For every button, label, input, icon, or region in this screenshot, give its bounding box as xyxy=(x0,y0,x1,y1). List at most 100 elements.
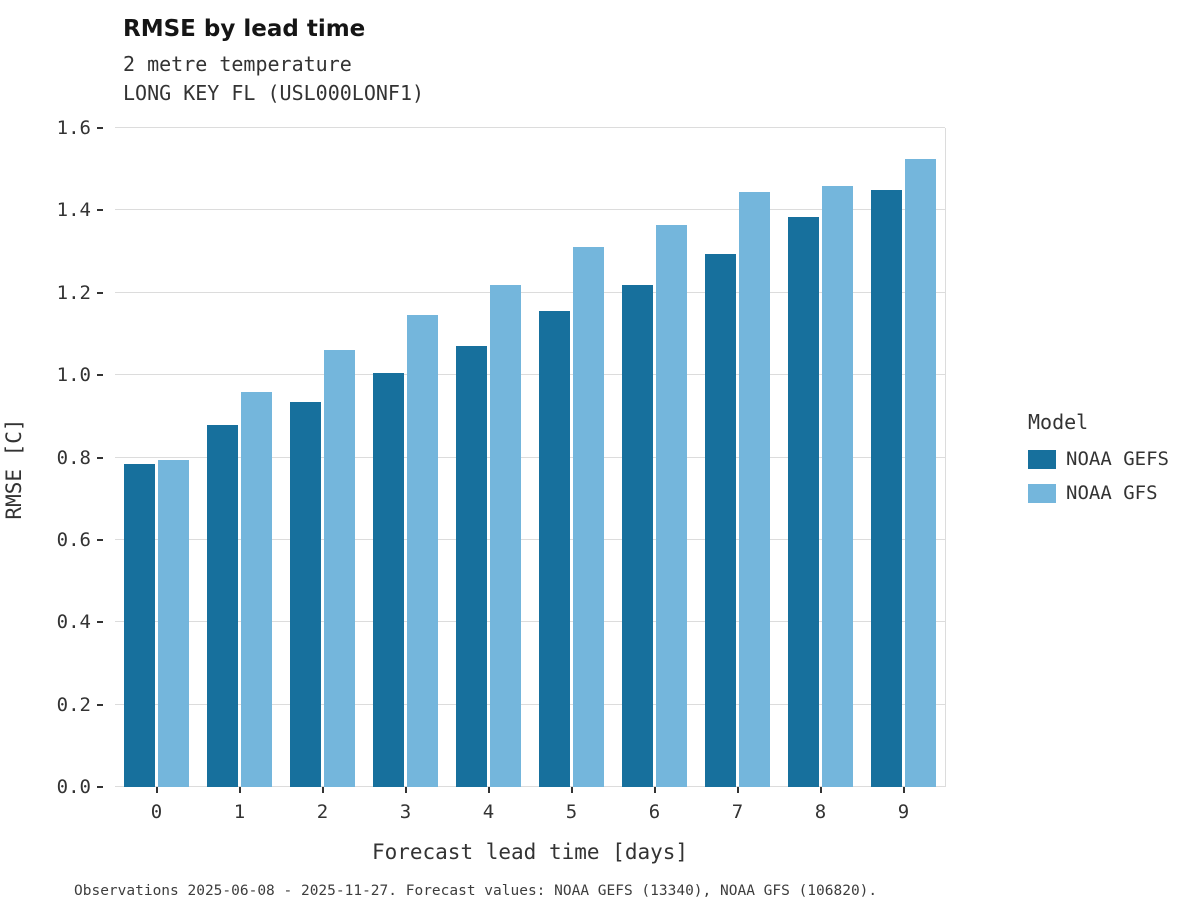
bar-group xyxy=(447,128,530,787)
x-tick-mark xyxy=(487,787,490,793)
x-tick-mark xyxy=(155,787,158,793)
y-tick-mark xyxy=(97,621,103,624)
gridline xyxy=(115,621,945,623)
bar-noaa-gfs xyxy=(656,224,687,787)
y-tick-mark xyxy=(97,127,103,129)
bar-noaa-gfs xyxy=(241,391,272,787)
y-tick-mark xyxy=(97,291,103,294)
legend-entry: NOAA GFS xyxy=(1028,482,1169,504)
gridline xyxy=(115,291,945,293)
y-tick-mark xyxy=(97,456,103,459)
y-tick-mark xyxy=(97,786,103,788)
gridline xyxy=(115,786,945,787)
x-tick-label: 7 xyxy=(731,801,744,823)
bar-noaa-gfs xyxy=(905,158,936,787)
x-tick-mark xyxy=(238,787,241,793)
footer-caption: Observations 2025-06-08 - 2025-11-27. Fo… xyxy=(74,883,878,899)
bar-noaa-gefs xyxy=(124,463,155,787)
x-tick-mark xyxy=(321,787,324,793)
bar-noaa-gfs xyxy=(324,350,355,787)
y-axis-tick-labels: 0.0 0.2 0.4 0.6 0.8 1.0 1.2 1.4 1.6 xyxy=(0,117,103,798)
gridline xyxy=(115,456,945,458)
x-tick-label: 2 xyxy=(316,801,329,823)
x-tick-cell: 8 xyxy=(779,787,862,823)
bar-group xyxy=(862,128,945,787)
bar-noaa-gefs xyxy=(373,373,404,787)
y-tick-mark xyxy=(97,209,103,212)
x-tick-cell: 7 xyxy=(696,787,779,823)
bar-group xyxy=(198,128,281,787)
y-tick-label: 1.6 xyxy=(56,117,91,139)
bar-noaa-gefs xyxy=(705,253,736,787)
chart-title: RMSE by lead time xyxy=(123,16,366,42)
x-tick-cell: 4 xyxy=(447,787,530,823)
bar-group xyxy=(696,128,779,787)
bar-noaa-gfs xyxy=(739,191,770,787)
y-tick-label: 1.0 xyxy=(56,364,91,387)
bar-noaa-gfs xyxy=(407,315,438,787)
x-tick-mark xyxy=(404,787,407,793)
y-tick-mark xyxy=(97,538,103,541)
y-tick-mark xyxy=(97,703,103,706)
y-tick-label: 1.4 xyxy=(56,199,91,222)
bar-noaa-gfs xyxy=(158,459,189,787)
x-tick-cell: 0 xyxy=(115,787,198,823)
legend-swatch xyxy=(1028,449,1056,469)
x-tick-label: 6 xyxy=(648,801,661,823)
chart-subtitle: 2 metre temperature xyxy=(123,51,352,76)
gridline xyxy=(115,209,945,211)
x-axis-tick-labels: 0 1 2 3 4 5 6 7 8 9 xyxy=(115,787,945,823)
legend-label: NOAA GFS xyxy=(1066,482,1158,504)
bar-noaa-gefs xyxy=(788,216,819,787)
y-tick-label: 0.2 xyxy=(56,693,91,716)
bar-noaa-gfs xyxy=(822,185,853,787)
y-tick-label: 0.8 xyxy=(56,446,91,469)
gridline xyxy=(115,127,945,128)
legend: Model NOAA GEFS NOAA GFS xyxy=(1028,410,1169,516)
x-tick-cell: 9 xyxy=(862,787,945,823)
legend-title: Model xyxy=(1028,410,1089,434)
bar-group xyxy=(281,128,364,787)
y-tick-label: 1.2 xyxy=(56,281,91,304)
legend-label: NOAA GEFS xyxy=(1066,448,1169,470)
x-tick-label: 1 xyxy=(233,801,246,823)
bar-noaa-gefs xyxy=(456,346,487,787)
title-block: RMSE by lead time 2 metre temperature LO… xyxy=(123,16,424,108)
y-tick-mark xyxy=(97,374,103,377)
bar-group xyxy=(364,128,447,787)
x-tick-mark xyxy=(736,787,739,793)
y-axis-label: RMSE [C] xyxy=(2,418,26,520)
legend-entries: NOAA GEFS NOAA GFS xyxy=(1028,448,1169,504)
bar-group xyxy=(115,128,198,787)
x-tick-label: 9 xyxy=(897,801,910,823)
legend-swatch xyxy=(1028,483,1056,503)
legend-entry: NOAA GEFS xyxy=(1028,448,1169,470)
bar-noaa-gefs xyxy=(207,424,238,787)
x-tick-label: 5 xyxy=(565,801,578,823)
y-tick-label: 0.0 xyxy=(56,776,91,798)
gridline xyxy=(115,374,945,376)
x-tick-label: 4 xyxy=(482,801,495,823)
x-tick-mark xyxy=(819,787,822,793)
x-tick-cell: 3 xyxy=(364,787,447,823)
bar-noaa-gefs xyxy=(539,311,570,787)
x-tick-mark xyxy=(570,787,573,793)
x-tick-cell: 5 xyxy=(530,787,613,823)
x-tick-label: 0 xyxy=(150,801,163,823)
x-tick-cell: 1 xyxy=(198,787,281,823)
y-tick-label: 0.4 xyxy=(56,611,91,634)
bar-group xyxy=(613,128,696,787)
x-tick-cell: 2 xyxy=(281,787,364,823)
bar-noaa-gefs xyxy=(622,284,653,787)
x-tick-label: 3 xyxy=(399,801,412,823)
x-tick-mark xyxy=(902,787,905,793)
bar-noaa-gefs xyxy=(871,189,902,787)
x-tick-mark xyxy=(653,787,656,793)
x-tick-label: 8 xyxy=(814,801,827,823)
bar-series-container xyxy=(115,128,945,787)
x-tick-cell: 6 xyxy=(613,787,696,823)
gridline xyxy=(115,538,945,540)
chart-subtitle-station: LONG KEY FL (USL000LONF1) xyxy=(123,80,425,105)
bar-noaa-gfs xyxy=(573,247,604,787)
